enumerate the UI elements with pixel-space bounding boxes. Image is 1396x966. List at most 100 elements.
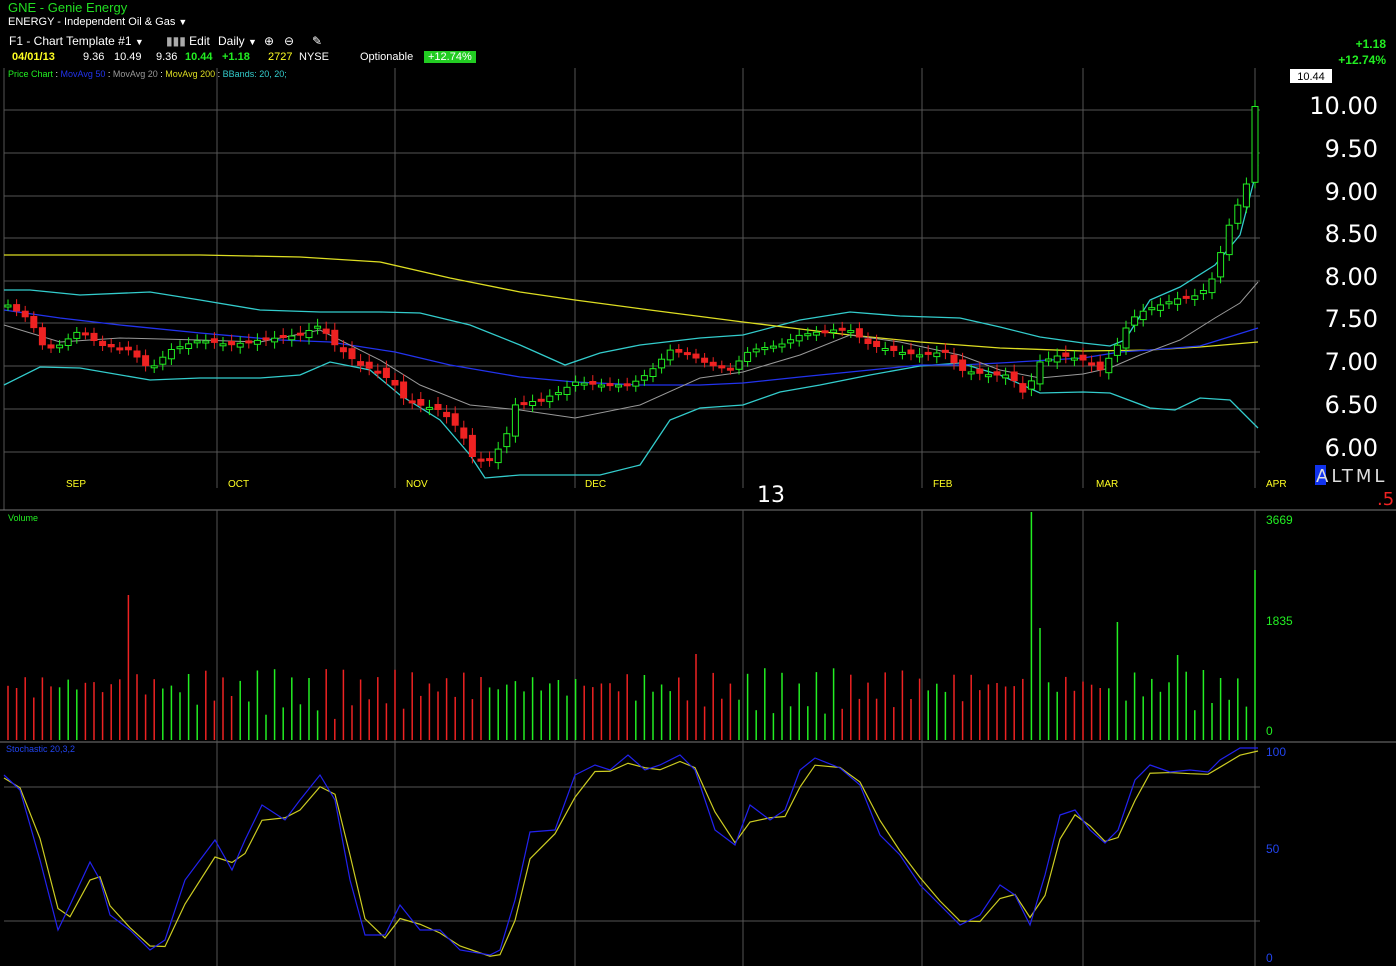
stoch-tick-label: 0 <box>1266 951 1273 965</box>
candle-body <box>546 395 554 403</box>
candle-body <box>296 332 304 336</box>
quote-high: 10.49 <box>114 51 142 63</box>
edit-label: Edit <box>189 34 210 48</box>
candle-body <box>1105 357 1113 374</box>
candle-body <box>279 335 287 338</box>
candle-body <box>443 411 451 418</box>
candle-body <box>503 433 511 448</box>
candle-body <box>1053 355 1061 363</box>
candle-body <box>357 361 365 366</box>
indicator-legend: Price Chart : MovAvg 50 : MovAvg 20 : Mo… <box>8 69 287 79</box>
price-tick-label: 6.50 <box>1325 391 1378 419</box>
interval-chevron-down-icon: ▼ <box>248 37 257 47</box>
edit-button[interactable]: ▮▮▮ Edit <box>166 34 210 48</box>
legend-price-chart: Price Chart <box>8 69 54 79</box>
candle-body <box>864 338 872 344</box>
candle-body <box>752 348 760 353</box>
candle-body <box>202 340 210 344</box>
candle-body <box>331 329 339 346</box>
year-label: 13 <box>757 483 785 508</box>
quote-date: 04/01/13 <box>12 51 55 63</box>
candle-body <box>916 354 924 358</box>
chart-header: GNE - Genie Energy ENERGY - Independent … <box>0 0 1396 68</box>
candle-body <box>1165 301 1173 305</box>
candle-body <box>847 330 855 334</box>
candle-body <box>804 333 812 337</box>
candle-body <box>744 351 752 362</box>
price-tick-label: 7.00 <box>1325 348 1378 376</box>
candle-body <box>477 458 485 462</box>
stoch-title: Stochastic 20,3,2 <box>6 744 75 754</box>
candle-body <box>640 375 648 381</box>
candle-body <box>322 328 330 334</box>
candle-body <box>701 357 709 363</box>
last-price-value: 10.44 <box>1297 71 1325 83</box>
price-tick-label: 10.00 <box>1309 92 1378 120</box>
candle-body <box>253 339 261 345</box>
template-dropdown[interactable]: F1 - Chart Template #1 ▼ <box>9 34 144 48</box>
template-label: F1 - Chart Template #1 <box>9 34 132 48</box>
right-pct-change: +12.74% <box>1338 53 1386 67</box>
candle-body <box>1225 224 1233 256</box>
legend-ma200: MovAvg 200 <box>165 69 216 79</box>
candlesticks <box>4 100 1259 470</box>
candle-body <box>210 338 218 343</box>
stoch-tick-label: 100 <box>1266 745 1286 759</box>
zoom-out-icon: ⊖ <box>284 34 295 48</box>
sector-title[interactable]: ENERGY - Independent Oil & Gas ▼ <box>8 16 187 28</box>
candle-body <box>305 330 313 339</box>
candle-body <box>434 404 442 410</box>
altml-label[interactable]: ALTML <box>1315 465 1387 487</box>
candle-body <box>1096 361 1104 371</box>
volume-axis: 3669 1835 0 <box>1266 513 1293 738</box>
candle-body <box>4 304 12 308</box>
candle-body <box>142 355 150 367</box>
candle-body <box>718 365 726 369</box>
candle-body <box>761 347 769 351</box>
quote-open: 9.36 <box>83 51 105 63</box>
candle-body <box>941 349 949 353</box>
candle-body <box>1045 358 1053 362</box>
zoom-in-button[interactable]: ⊕ <box>264 34 274 48</box>
candle-body <box>1036 361 1044 385</box>
candle-body <box>408 400 416 404</box>
candle-body <box>1191 295 1199 300</box>
altml-text: ALTML <box>1316 466 1387 487</box>
candle-body <box>529 401 537 406</box>
candle-body <box>709 361 717 367</box>
candle-body <box>675 349 683 353</box>
stoch-axis: 100 50 0 <box>1266 745 1286 965</box>
month-label: OCT <box>228 479 249 490</box>
interval-label: Daily <box>218 34 245 48</box>
zoom-out-button[interactable]: ⊖ <box>284 34 294 48</box>
candle-body <box>795 334 803 342</box>
draw-tool-button[interactable]: ✎ <box>312 34 322 48</box>
legend-bbands: BBands: 20, 20; <box>222 69 287 79</box>
interval-dropdown[interactable]: Daily ▼ <box>218 34 257 48</box>
candle-body <box>726 367 734 371</box>
last-price-tag: 10.44 <box>1290 69 1332 83</box>
bbands-lower-line <box>3 361 1259 479</box>
candle-body <box>537 398 545 402</box>
candle-body <box>38 327 46 346</box>
candle-body <box>1113 344 1121 356</box>
symbol-title: GNE - Genie Energy <box>8 0 128 15</box>
candle-body <box>348 348 356 360</box>
optionable-label: Optionable <box>360 51 414 63</box>
price-grid <box>3 68 1260 510</box>
candle-body <box>365 361 373 369</box>
price-tick-label: 6.00 <box>1325 434 1378 462</box>
template-chevron-down-icon: ▼ <box>134 37 144 47</box>
candle-body <box>314 325 322 329</box>
candle-body <box>812 331 820 336</box>
candle-body <box>838 327 846 331</box>
candle-body <box>881 348 889 351</box>
candle-body <box>486 458 494 462</box>
candle-body <box>133 350 141 358</box>
candle-body <box>976 368 984 374</box>
quote-exchange: NYSE <box>299 51 329 63</box>
pct-change-value: +12.74% <box>424 51 476 63</box>
candle-body <box>451 413 459 426</box>
month-label: MAR <box>1096 479 1118 490</box>
